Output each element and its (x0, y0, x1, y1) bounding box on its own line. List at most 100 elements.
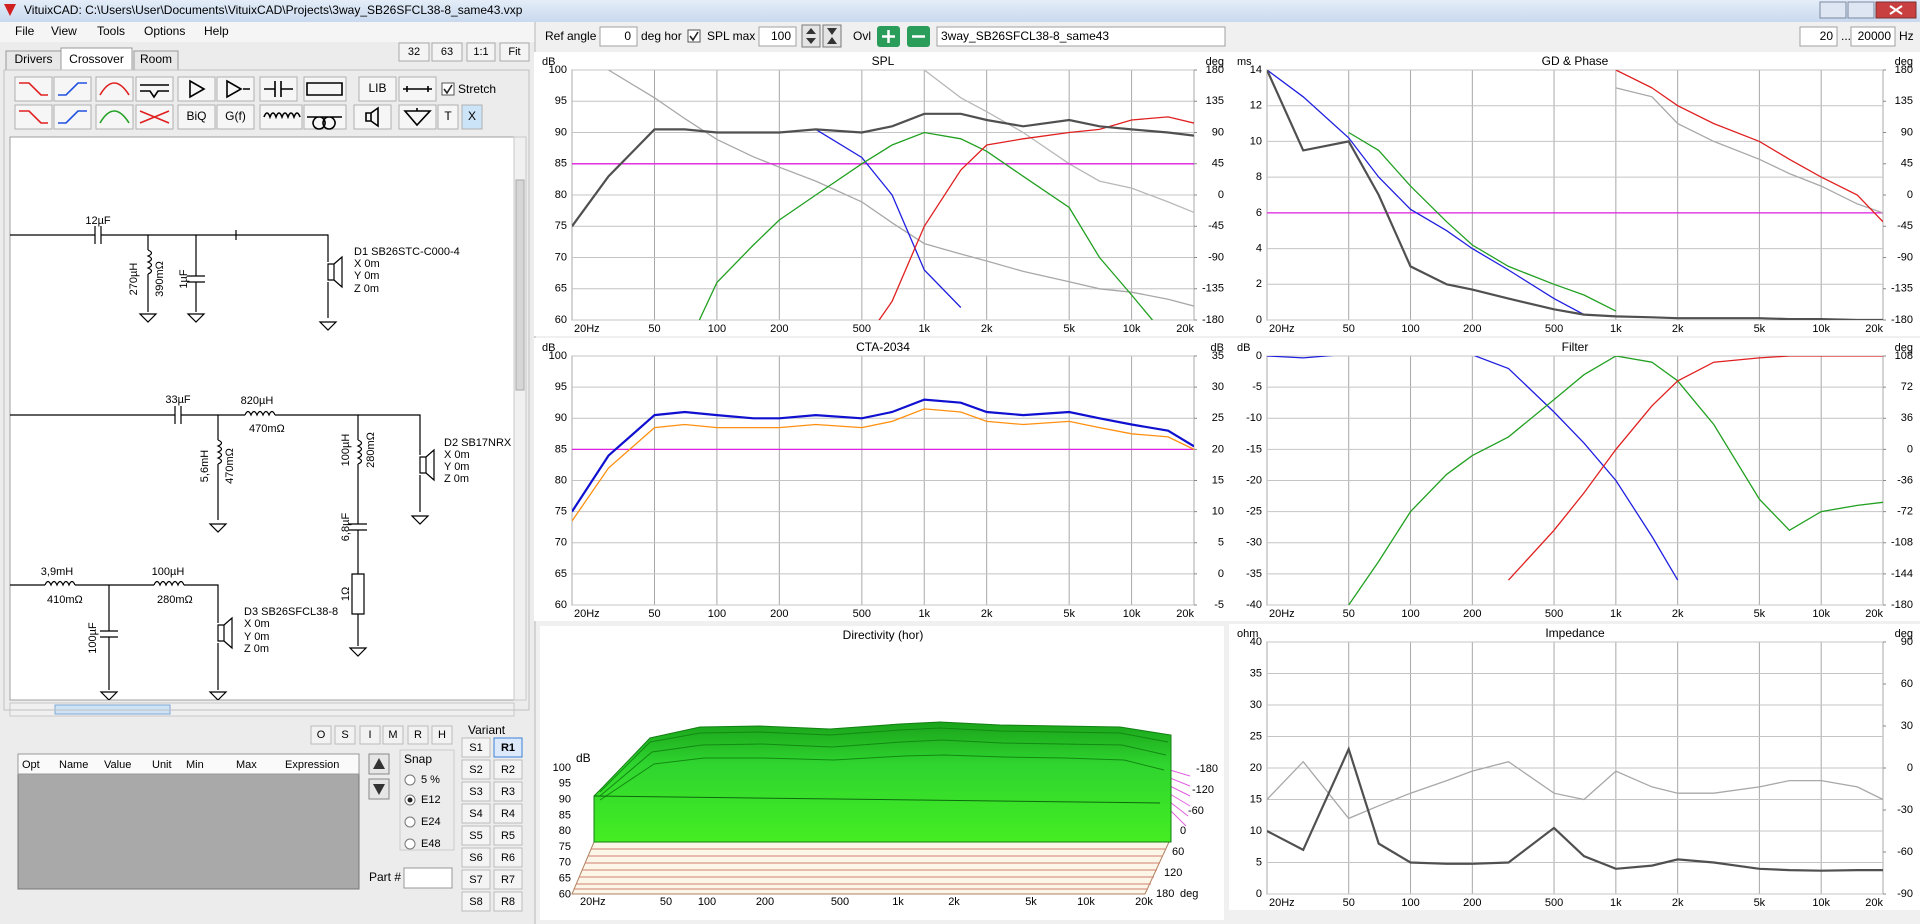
tool-label: T (444, 109, 452, 123)
check-mark (443, 84, 453, 95)
ref-angle-input[interactable] (599, 26, 638, 47)
minimize-button[interactable] (1819, 1, 1847, 19)
tool-button[interactable] (353, 104, 392, 130)
variant-save-label: S1 (469, 742, 482, 754)
y2-tick-label: -45 (1897, 220, 1913, 232)
tool-button[interactable] (177, 76, 216, 102)
freq-min-input[interactable] (1799, 26, 1838, 47)
component-label: Z 0m (354, 283, 379, 295)
zoom-button[interactable] (499, 42, 530, 62)
inductor (216, 439, 223, 465)
stretch-checkbox[interactable] (441, 82, 455, 96)
part-number-input[interactable] (403, 867, 453, 889)
zoom-button[interactable] (431, 42, 463, 62)
y-tick-label: -10 (1246, 412, 1262, 424)
radio-button[interactable] (404, 838, 416, 850)
y2-tick-label: -180 (1891, 599, 1913, 611)
variant-recall-label: R7 (501, 874, 515, 886)
variant-recall-button[interactable] (493, 759, 523, 780)
variant-recall-button[interactable] (493, 869, 523, 890)
filter-button[interactable] (334, 725, 356, 745)
tool-button[interactable] (303, 76, 347, 102)
freq-max-input[interactable] (1850, 26, 1896, 47)
y-tick-label: -15 (1246, 443, 1262, 455)
spl-max-input[interactable] (758, 26, 797, 47)
variant-save-button[interactable] (461, 891, 491, 912)
x-tick-label: 500 (853, 608, 871, 620)
component-label: 3,9mH (41, 566, 73, 578)
spl-max-checkbox[interactable] (687, 29, 701, 43)
filter-button[interactable] (359, 725, 381, 745)
variant-recall-button[interactable] (493, 825, 523, 846)
tool-button[interactable] (177, 104, 216, 130)
filter-button[interactable] (431, 725, 453, 745)
overlay-file-input[interactable] (936, 26, 1226, 47)
variant-save-button[interactable] (461, 847, 491, 868)
variant-recall-button[interactable] (493, 737, 523, 758)
tool-button[interactable] (437, 104, 459, 130)
variant-save-button[interactable] (461, 781, 491, 802)
series-line (698, 131, 1154, 320)
tool-button[interactable] (461, 104, 483, 130)
scroll-thumb[interactable] (515, 179, 525, 391)
variant-save-button[interactable] (461, 869, 491, 890)
parts-table[interactable] (17, 753, 360, 890)
maximize-button[interactable] (1847, 1, 1875, 19)
variant-recall-button[interactable] (493, 781, 523, 802)
tool-button[interactable] (95, 76, 134, 102)
variant-save-button[interactable] (461, 803, 491, 824)
y2-tick-label: -180 (1891, 314, 1913, 326)
menu-item[interactable]: Help (204, 24, 229, 38)
freq-min: 20 (1820, 29, 1834, 43)
y-tick-label: 35 (1250, 667, 1262, 679)
filter-button[interactable] (407, 725, 429, 745)
schematic-canvas[interactable] (9, 136, 515, 701)
tool-button[interactable] (259, 104, 303, 130)
y-tick-label: 95 (555, 381, 567, 393)
radio-button[interactable] (404, 774, 416, 786)
component-label: 280mΩ (365, 432, 377, 468)
chart-title: CTA-2034 (856, 340, 910, 354)
menu-bar (0, 22, 535, 42)
tool-button[interactable] (216, 104, 255, 130)
y2-tick-label: -180 (1202, 314, 1224, 326)
filter-button[interactable] (310, 725, 332, 745)
zoom-button[interactable] (466, 42, 496, 62)
x-tick-label: 20Hz (574, 323, 600, 335)
variant-save-button[interactable] (461, 737, 491, 758)
collapse-button[interactable] (822, 24, 842, 48)
variant-recall-button[interactable] (493, 847, 523, 868)
menu-item[interactable]: File (15, 24, 35, 38)
inductor (244, 410, 276, 417)
tool-button[interactable] (358, 76, 397, 102)
spin-button[interactable] (801, 24, 821, 48)
filter-button[interactable] (382, 725, 404, 745)
menu-item[interactable]: Tools (97, 24, 125, 38)
variant-recall-button[interactable] (493, 891, 523, 912)
variant-save-button[interactable] (461, 825, 491, 846)
x-tick-label: 100 (708, 323, 726, 335)
y2-tick-label: 20 (1212, 443, 1224, 455)
x-tick-label: 1k (1610, 323, 1622, 335)
y2-tick-label: 108 (1895, 350, 1913, 362)
zoom-button[interactable] (398, 42, 430, 62)
component-label: 33µF (165, 394, 191, 406)
component-label: 470mΩ (224, 448, 236, 484)
tool-button[interactable] (14, 104, 53, 130)
menu-item[interactable]: Options (144, 24, 185, 38)
directivity-x-tick: 10k (1077, 896, 1095, 908)
variant-save-button[interactable] (461, 759, 491, 780)
zoom-label: 32 (408, 46, 420, 58)
column-header: Max (236, 759, 257, 771)
menu-item[interactable]: View (51, 24, 77, 38)
component-label: 100µH (152, 566, 185, 578)
angle-fan (1169, 769, 1191, 827)
variant-recall-button[interactable] (493, 803, 523, 824)
y-tick-label: 0 (1256, 888, 1262, 900)
tool-button[interactable] (95, 104, 134, 130)
tool-button[interactable] (14, 76, 53, 102)
range-separator: ... (1841, 29, 1851, 43)
filter-button-label: H (438, 729, 446, 741)
radio-button[interactable] (404, 816, 416, 828)
tool-icon (99, 82, 130, 96)
